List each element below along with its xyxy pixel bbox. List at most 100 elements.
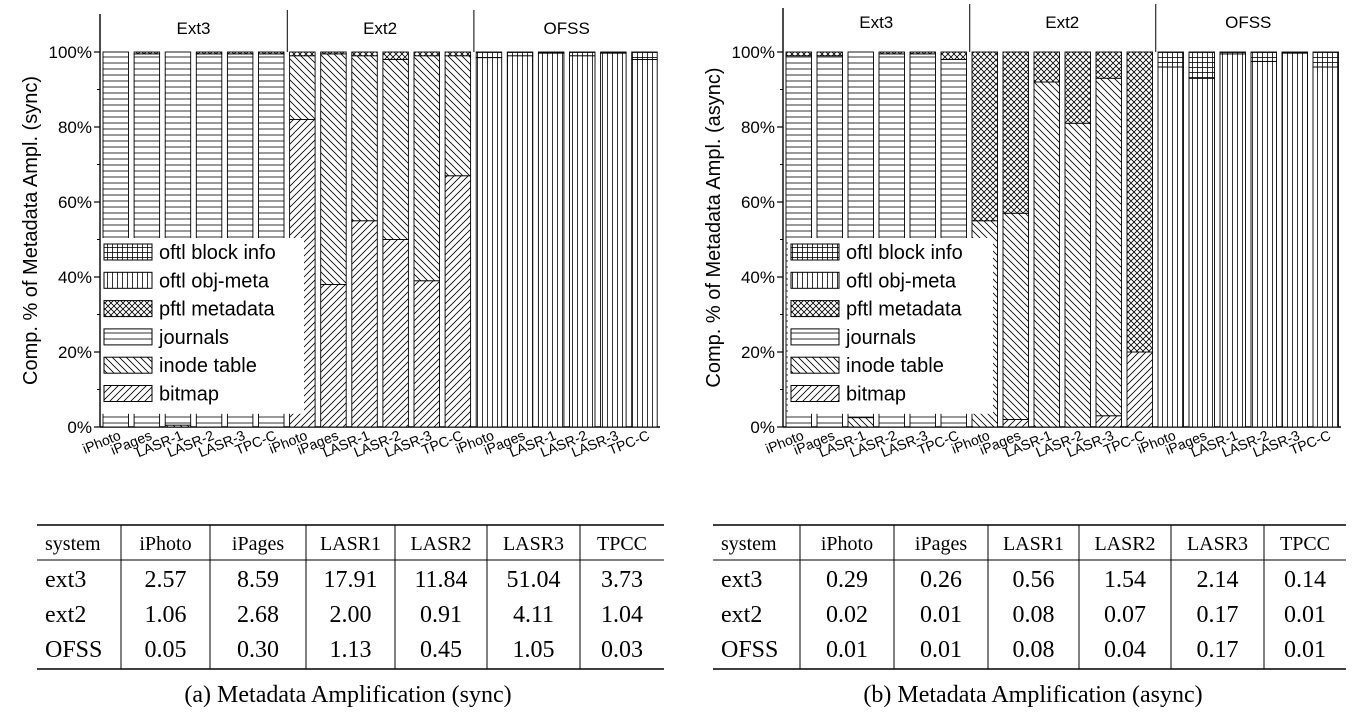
table-cell: 0.01 — [1284, 602, 1326, 628]
bar-ext2-lasr-1-inode-table — [351, 55, 378, 222]
bar-ext2-lasr-1-inode-table — [1033, 81, 1060, 428]
bar-ext2-ipages-bitmap — [320, 284, 347, 428]
bar-ofss-ipages-oftl-block-info — [506, 51, 534, 57]
table-cell: 11.84 — [414, 567, 467, 593]
table-cell: 1.05 — [513, 637, 555, 663]
table-cell: 2.14 — [1197, 567, 1239, 593]
bar-ext3-ipages-pftl-metadata — [816, 51, 843, 57]
figure-caption-b: (b) Metadata Amplification (async) — [863, 682, 1202, 708]
legend-label-oftl-block-info: oftl block info — [846, 242, 963, 264]
bar-ext3-tpc-c-pftl-metadata — [258, 51, 285, 55]
legend-swatch-oftl-obj-meta — [103, 271, 153, 289]
bar-ext3-tpc-c-pftl-metadata — [940, 51, 967, 60]
y-tick-label: 20% — [741, 343, 775, 362]
bar-ofss-lasr-1-oftl-block-info — [537, 51, 565, 54]
bar-ext2-tpc-c-inode-table — [444, 55, 472, 177]
bar-ofss-lasr-1-oftl-block-info — [1219, 51, 1246, 55]
y-axis-title: Comp. % of Metadata Ampl. (async) — [703, 67, 725, 387]
group-label-ext2: Ext2 — [363, 19, 397, 38]
table-cell: 1.13 — [330, 637, 372, 663]
figure-caption-a: (a) Metadata Amplification (sync) — [184, 682, 511, 708]
table-cell: 0.17 — [1197, 637, 1239, 663]
bar-ext2-ipages-pftl-metadata — [1002, 51, 1029, 214]
bar-ofss-iphoto-oftl-obj-meta — [1157, 66, 1184, 428]
bar-ofss-lasr-3-oftl-obj-meta — [600, 52, 627, 428]
chart-layer: 0% 20% 40% 60% 80% 100% Comp. % of Metadata Am… — [20, 4, 1346, 708]
bar-ext2-iphoto-pftl-metadata — [289, 51, 316, 57]
bar-ofss-lasr-3-oftl-obj-meta — [1281, 52, 1308, 428]
table-cell: 2.68 — [237, 602, 279, 628]
bar-ofss-iphoto-oftl-block-info — [1157, 51, 1184, 68]
group-label-ofss: OFSS — [544, 19, 590, 38]
table-cell: 3.73 — [601, 567, 643, 593]
legend-label-oftl-obj-meta: oftl obj-meta — [846, 270, 957, 292]
legend-background — [788, 238, 993, 414]
table-cell: 0.08 — [1013, 602, 1055, 628]
legend-label-oftl-block-info: oftl block info — [159, 242, 276, 264]
table-header-lasr3: LASR3 — [503, 533, 564, 555]
y-tick-label: 40% — [58, 268, 92, 287]
bar-ext3-ipages-pftl-metadata — [133, 51, 161, 55]
bar-ext2-ipages-inode-table — [1002, 212, 1029, 420]
y-tick-label: 80% — [58, 118, 92, 137]
table-cell: 0.03 — [601, 637, 643, 663]
table-header-system: system — [721, 533, 777, 555]
legend-swatch-journals — [103, 328, 153, 346]
table-cell: 0.07 — [1104, 602, 1146, 628]
bar-ext2-tpc-c-bitmap — [1126, 351, 1153, 428]
bar-ext2-ipages-inode-table — [320, 53, 347, 285]
table-cell: 0.45 — [420, 637, 462, 663]
bar-ext2-lasr-2-inode-table — [1064, 122, 1091, 428]
y-tick-label: 100% — [49, 43, 92, 62]
table-cell: 0.91 — [420, 602, 462, 628]
bar-ofss-iphoto-oftl-block-info — [475, 51, 503, 59]
legend-swatch-bitmap — [103, 385, 153, 402]
y-tick-label: 0% — [67, 418, 92, 437]
bar-ofss-lasr-2-oftl-block-info — [569, 51, 596, 57]
bar-ext3-lasr-2-pftl-metadata — [195, 51, 223, 55]
legend-swatch-bitmap — [790, 385, 840, 402]
bar-ofss-tpc-c-oftl-block-info — [631, 51, 658, 60]
bar-ext2-tpc-c-pftl-metadata — [444, 51, 472, 57]
chart-panel-b: 0% 20% 40% 60% 80% 100% Comp. % of Metadata Am… — [703, 4, 1341, 460]
table-cell: 8.59 — [237, 567, 279, 593]
table-cell: 0.01 — [920, 637, 962, 663]
bar-ext2-lasr-3-pftl-metadata — [413, 51, 440, 57]
bar-ext2-lasr-2-bitmap — [382, 239, 409, 428]
legend-swatch-inode-table — [103, 356, 153, 374]
table-cell: 1.06 — [145, 602, 187, 628]
bar-ext3-lasr-3-pftl-metadata — [909, 51, 936, 55]
table-row-label: ext2 — [721, 602, 762, 628]
table-cell: 0.29 — [826, 567, 868, 593]
table-header-ipages: iPages — [915, 533, 967, 555]
bar-ofss-ipages-oftl-obj-meta — [1188, 77, 1215, 428]
bar-ext2-lasr-1-bitmap — [351, 220, 378, 428]
y-tick-label: 40% — [741, 268, 775, 287]
bar-ext3-lasr-2-pftl-metadata — [878, 51, 905, 55]
legend-swatch-inode-table — [790, 356, 840, 374]
legend-label-journals: journals — [158, 327, 229, 349]
group-label-ext3: Ext3 — [176, 19, 210, 38]
table-row-label: ext2 — [45, 602, 86, 628]
legend-label-inode-table: inode table — [159, 355, 257, 377]
legend-label-oftl-obj-meta: oftl obj-meta — [159, 270, 270, 292]
data-table-a: system iPhoto iPages LASR1 LASR2 LASR3 TPCC ext… — [37, 524, 664, 670]
bar-ofss-lasr-2-oftl-block-info — [1250, 51, 1277, 62]
bar-ofss-lasr-1-oftl-obj-meta — [537, 52, 565, 428]
table-header-system: system — [45, 533, 101, 555]
legend-label-journals: journals — [845, 327, 916, 349]
table-cell: 0.01 — [920, 602, 962, 628]
table-cell: 0.01 — [826, 637, 868, 663]
y-tick-label: 20% — [58, 343, 92, 362]
table-header-lasr3: LASR3 — [1187, 533, 1248, 555]
table-header-iphoto: iPhoto — [139, 533, 191, 555]
table-cell: 0.04 — [1104, 637, 1146, 663]
legend-swatch-pftl-metadata — [790, 300, 840, 318]
y-tick-label: 80% — [741, 118, 775, 137]
legend-swatch-oftl-block-info — [103, 243, 153, 261]
y-tick-label: 0% — [750, 418, 775, 437]
table-header-tpcc: TPCC — [597, 533, 647, 555]
bar-ofss-lasr-3-oftl-block-info — [1281, 51, 1308, 54]
table-header-lasr2: LASR2 — [410, 533, 471, 555]
